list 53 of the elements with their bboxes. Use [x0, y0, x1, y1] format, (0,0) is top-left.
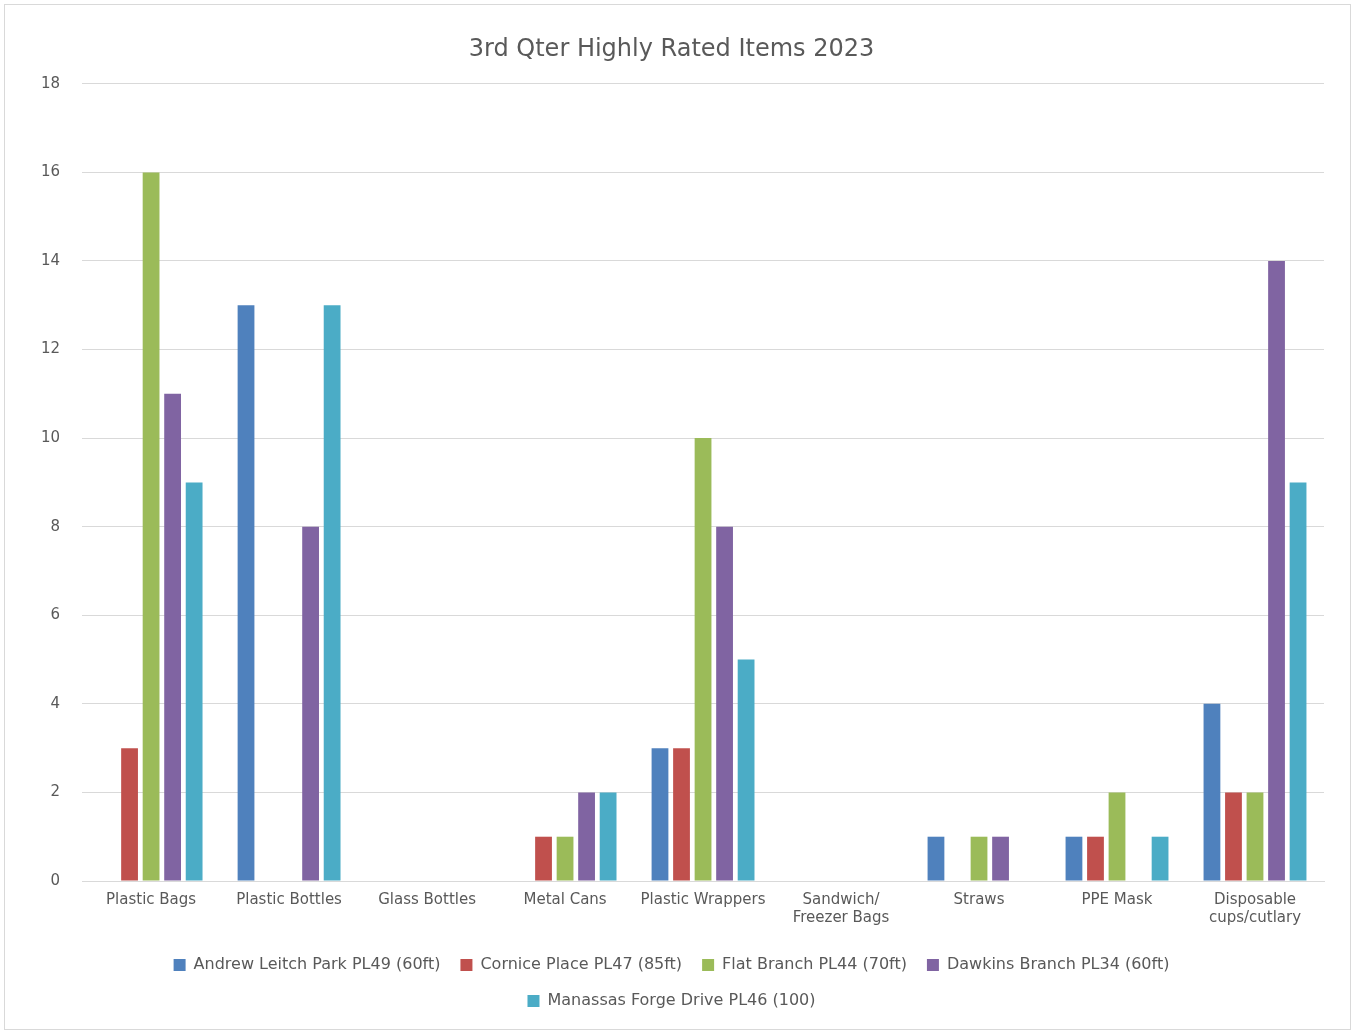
chart-title: 3rd Qter Highly Rated Items 2023: [468, 33, 875, 62]
bar: [323, 305, 341, 881]
y-tick-label: 18: [40, 73, 61, 92]
x-tick-label: Plastic Bottles: [236, 889, 343, 908]
bar: [1246, 792, 1264, 881]
bar: [970, 836, 988, 881]
x-tick-label: PPE Mask: [1081, 889, 1153, 908]
bar: [1203, 703, 1221, 881]
bar: [1108, 792, 1126, 881]
bar: [1268, 260, 1285, 881]
x-tick-label: Metal Cans: [523, 889, 607, 908]
x-tick-label: Straws: [953, 889, 1005, 908]
bar: [142, 172, 160, 881]
x-tick-label: Disposable cups/cutlary: [1208, 889, 1302, 926]
bar: [164, 393, 181, 881]
bar: [556, 836, 574, 881]
bar: [927, 836, 945, 881]
bar: [737, 659, 755, 881]
bar: [578, 792, 595, 881]
bar: [121, 748, 138, 881]
x-tick-label: Glass Bottles: [378, 889, 477, 908]
y-tick-label: 14: [40, 250, 61, 269]
legend-label: Cornice Place PL47 (85ft): [480, 954, 683, 974]
bar: [599, 792, 617, 881]
bar: [1151, 836, 1169, 881]
y-tick-label: 0: [50, 870, 61, 889]
x-tick-label: Plastic Wrappers: [640, 889, 766, 908]
bar: [694, 438, 712, 881]
bar: [237, 305, 255, 881]
legend-label: Flat Branch PL44 (70ft): [722, 954, 907, 974]
y-tick-label: 8: [50, 516, 61, 535]
legend-label: Dawkins Branch PL34 (60ft): [946, 954, 1170, 974]
y-tick-label: 16: [40, 162, 61, 181]
bar: [1087, 836, 1104, 881]
y-tick-label: 2: [50, 782, 61, 801]
y-tick-label: 6: [50, 605, 61, 624]
bar: [673, 748, 690, 881]
bar: [1289, 482, 1307, 881]
y-tick-label: 12: [40, 339, 61, 358]
bar: [651, 748, 669, 881]
bar: [716, 526, 733, 881]
bar: [185, 482, 203, 881]
bar: [1225, 792, 1242, 881]
bar: [992, 836, 1009, 881]
bar: [302, 526, 319, 881]
x-tick-label: Plastic Bags: [106, 889, 197, 908]
x-tick-label: Sandwich/ Freezer Bags: [792, 889, 890, 926]
bar: [1065, 836, 1083, 881]
legend-label: Andrew Leitch Park PL49 (60ft): [193, 954, 441, 974]
legend-label: Manassas Forge Drive PL46 (100): [547, 990, 816, 1010]
y-tick-label: 10: [40, 428, 61, 446]
y-tick-label: 4: [50, 693, 61, 712]
bar: [535, 836, 552, 881]
